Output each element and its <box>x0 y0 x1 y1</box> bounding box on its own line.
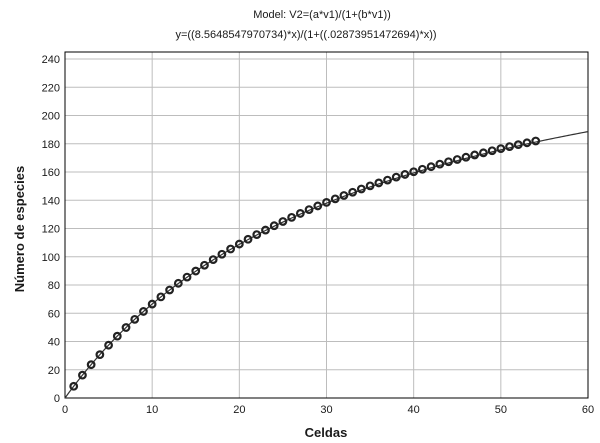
data-point <box>139 307 148 316</box>
y-axis-label: Número de especies <box>12 166 27 292</box>
data-point <box>86 360 96 370</box>
y-tick-label: 80 <box>48 280 60 292</box>
data-point <box>226 244 236 254</box>
y-axis-ticks: 0 20 40 60 80 100 120 140 160 180 200 220 240 <box>42 54 60 405</box>
data-point <box>304 205 314 215</box>
data-point <box>426 162 436 172</box>
y-tick-label: 140 <box>42 195 60 207</box>
chart-title: Model: V2=(a*v1)/(1+(b*v1)) <box>253 9 391 21</box>
data-point <box>479 148 488 158</box>
x-tick-label: 30 <box>320 404 332 416</box>
plot-area <box>64 51 589 399</box>
data-point <box>208 255 218 265</box>
y-tick-label: 120 <box>42 224 60 236</box>
data-point <box>295 209 305 218</box>
data-point <box>531 136 541 146</box>
data-point <box>95 350 105 360</box>
data-point <box>461 152 471 162</box>
data-point <box>165 285 175 295</box>
fit-curve <box>64 131 589 399</box>
x-tick-label: 10 <box>146 404 158 416</box>
data-point <box>470 150 480 160</box>
data-point <box>200 260 209 270</box>
data-point <box>365 181 375 191</box>
y-tick-label: 180 <box>42 139 60 151</box>
data-point <box>409 167 419 177</box>
data-point <box>130 314 140 324</box>
data-point <box>112 331 122 341</box>
data-point <box>444 157 453 167</box>
data-point <box>435 159 445 169</box>
x-axis-label: Celdas <box>305 425 348 440</box>
data-point <box>330 194 340 204</box>
chart-subtitle: y=((8.5648547970734)*x)/(1+((.0287395147… <box>175 29 436 41</box>
y-tick-label: 100 <box>42 252 60 264</box>
x-axis-ticks: 0 10 20 30 40 50 60 <box>62 404 594 416</box>
data-point <box>243 234 253 244</box>
data-point <box>322 198 331 207</box>
y-tick-label: 20 <box>48 365 60 377</box>
data-point <box>121 323 131 332</box>
data-point <box>522 138 532 148</box>
data-point <box>505 142 514 152</box>
data-point <box>217 249 227 259</box>
y-tick-label: 40 <box>48 337 60 349</box>
x-tick-label: 50 <box>495 404 507 416</box>
y-tick-label: 240 <box>42 54 60 66</box>
data-point <box>234 239 244 249</box>
data-point <box>313 201 323 211</box>
data-point <box>252 230 262 240</box>
y-tick-label: 60 <box>48 308 60 320</box>
data-point <box>69 381 79 391</box>
data-point <box>191 266 201 276</box>
data-point <box>391 172 401 182</box>
data-point <box>339 191 349 200</box>
data-point <box>147 299 157 309</box>
gridlines <box>65 52 588 398</box>
y-tick-label: 220 <box>42 82 60 94</box>
data-point <box>487 146 497 156</box>
x-tick-label: 40 <box>408 404 420 416</box>
data-point <box>278 217 288 226</box>
y-tick-label: 200 <box>42 111 60 123</box>
data-point <box>452 155 462 164</box>
data-point <box>104 340 113 350</box>
data-point <box>269 221 279 231</box>
x-tick-label: 20 <box>233 404 245 416</box>
x-tick-label: 60 <box>582 404 594 416</box>
data-point <box>513 140 523 150</box>
data-point <box>173 278 183 288</box>
data-point <box>182 272 192 282</box>
data-points <box>69 136 541 391</box>
data-point <box>348 187 358 197</box>
data-point <box>156 292 166 302</box>
data-point <box>261 225 270 235</box>
data-point <box>383 175 392 185</box>
y-tick-label: 0 <box>54 393 60 405</box>
y-tick-label: 160 <box>42 167 60 179</box>
data-point <box>287 212 297 222</box>
x-tick-label: 0 <box>62 404 68 416</box>
data-point <box>78 370 87 380</box>
data-point <box>356 184 366 194</box>
data-point <box>417 164 427 174</box>
data-point <box>374 178 384 188</box>
data-point <box>496 144 506 153</box>
data-point <box>400 170 410 179</box>
